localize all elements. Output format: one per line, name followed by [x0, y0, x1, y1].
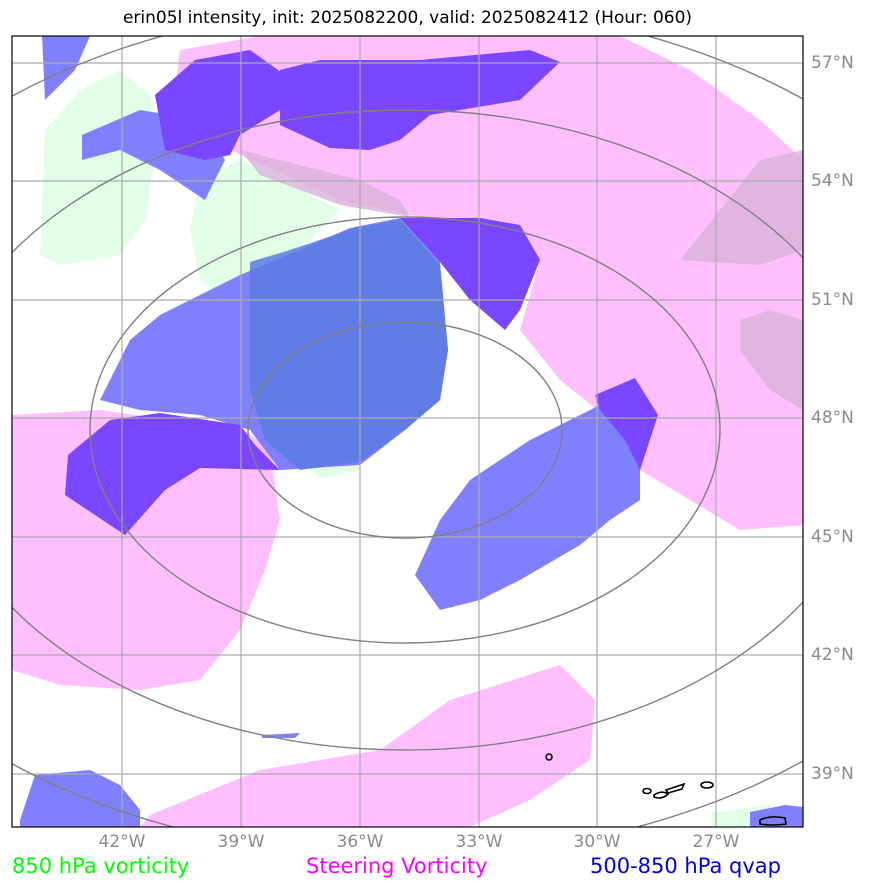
qvap-layer	[20, 36, 803, 827]
legend-steering-vorticity: Steering Vorticity	[306, 854, 488, 878]
lat-tick-label: 51°N	[811, 290, 854, 310]
black-contours	[545, 753, 787, 826]
lat-tick-label: 45°N	[811, 527, 854, 547]
range-ring-3	[12, 109, 803, 751]
lon-tick-label: 42°W	[98, 832, 146, 852]
lat-tick-label: 42°N	[811, 645, 854, 665]
legend-850-vorticity: 850 hPa vorticity	[12, 854, 190, 878]
lon-tick-label: 33°W	[455, 832, 503, 852]
legend-qvap: 500-850 hPa qvap	[590, 854, 781, 878]
lon-tick-label: 36°W	[336, 832, 384, 852]
lon-tick-label: 30°W	[573, 832, 621, 852]
graticule	[12, 36, 803, 827]
map-title: erin05l intensity, init: 2025082200, val…	[122, 8, 693, 28]
lon-tick-label: 27°W	[692, 832, 740, 852]
lat-tick-label: 48°N	[811, 408, 854, 428]
range-ring-2	[89, 216, 721, 644]
range-ring-1	[247, 321, 563, 539]
lat-tick-label: 57°N	[811, 53, 854, 73]
range-rings	[12, 36, 803, 827]
lat-tick-label: 54°N	[811, 171, 854, 191]
map-frame	[11, 35, 804, 828]
lon-tick-label: 39°W	[217, 832, 265, 852]
lat-tick-label: 39°N	[811, 764, 854, 784]
